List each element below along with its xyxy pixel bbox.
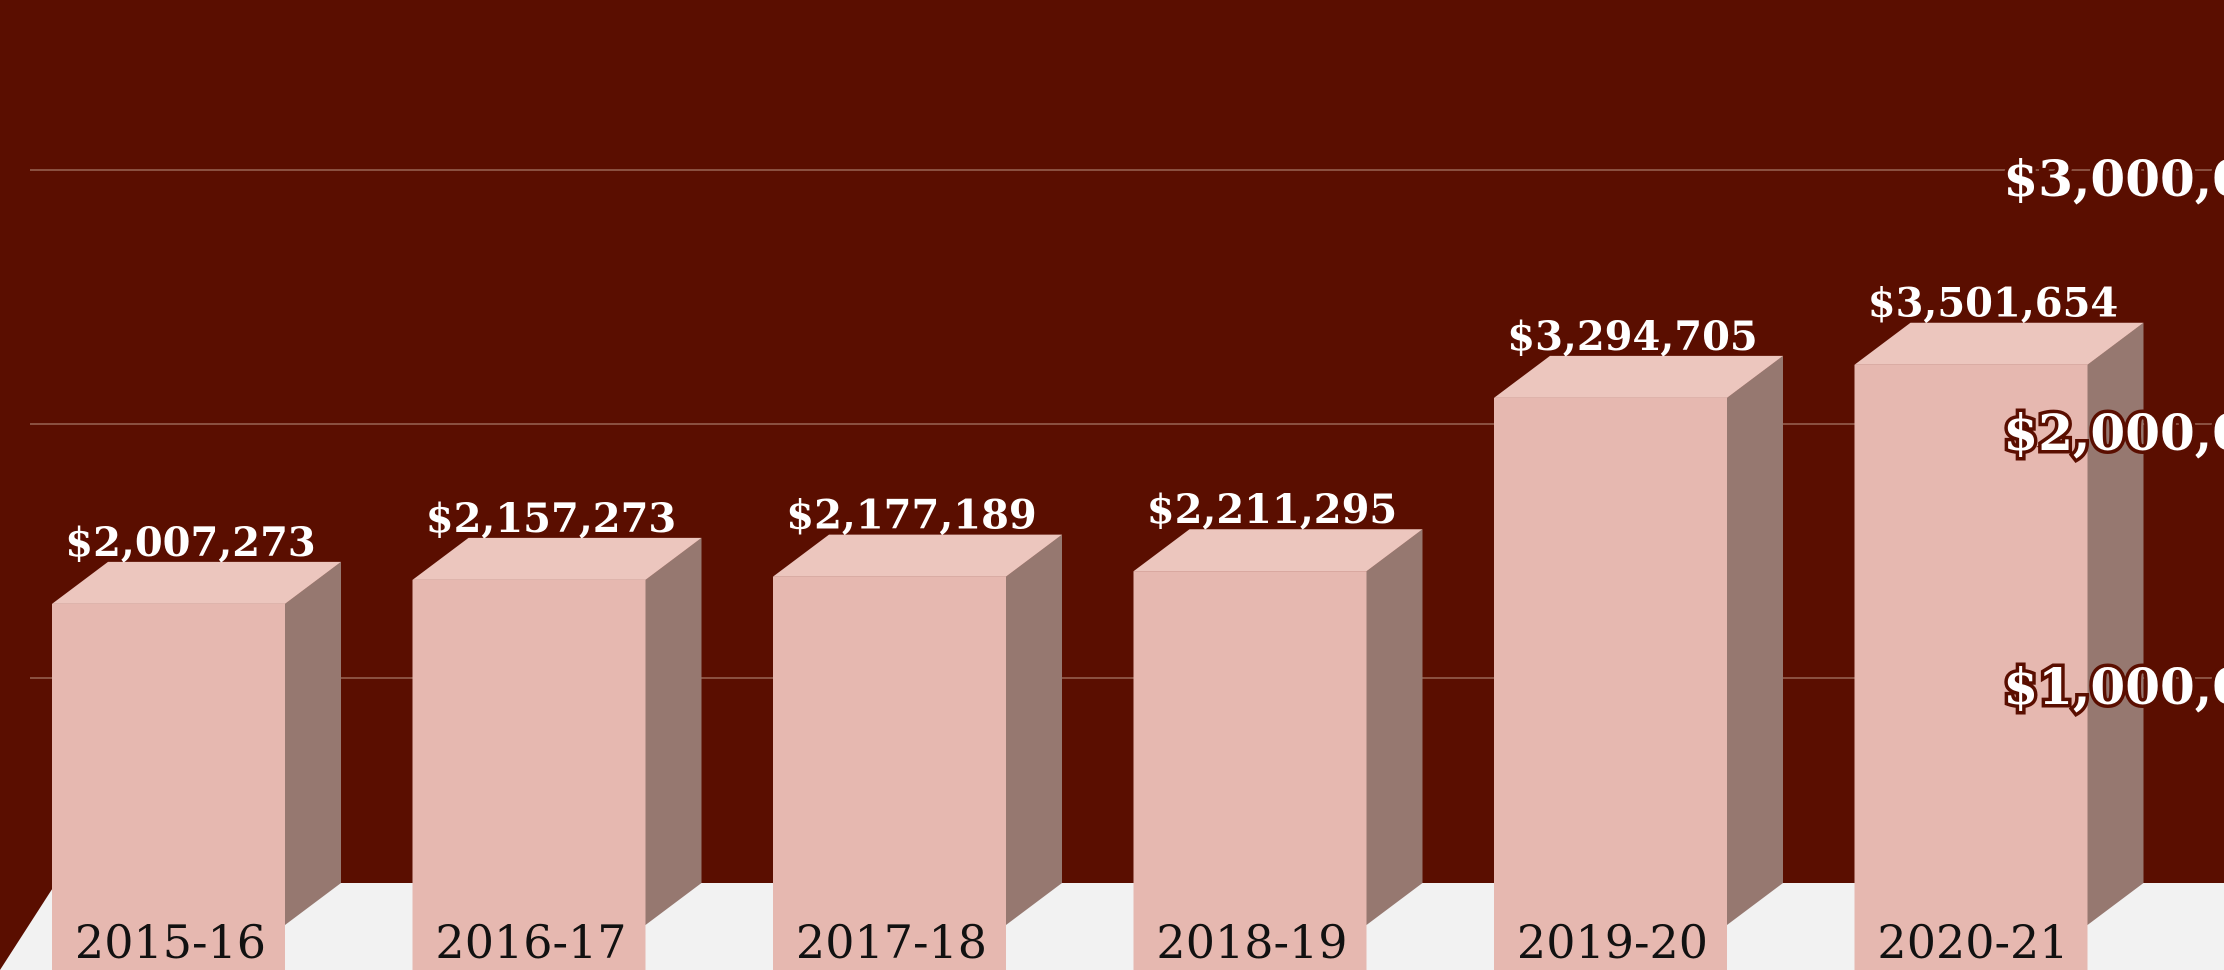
data-label-1: $2,157,273 [426, 495, 677, 542]
bar-top-1 [412, 537, 702, 580]
x-tick-1: 2016-17 [435, 915, 626, 969]
data-label-2: $2,177,189 [786, 492, 1037, 539]
bar-top-2 [773, 534, 1062, 577]
bar-1 [412, 579, 646, 970]
bar-side-0 [285, 561, 341, 925]
bar-side-1 [645, 537, 702, 925]
bar-side-2 [1006, 534, 1062, 925]
bar-side-3 [1366, 529, 1423, 925]
y-tick-0: $1,000,000 [2003, 657, 2224, 716]
bar-top-3 [1133, 529, 1423, 572]
bar-side-5 [2087, 322, 2144, 925]
x-tick-3: 2018-19 [1156, 915, 1347, 969]
data-label-4: $3,294,705 [1507, 313, 1758, 360]
bar-top-5 [1854, 322, 2144, 365]
bar-top-4 [1494, 355, 1783, 398]
y-tick-1: $2,000,000 [2003, 403, 2224, 462]
data-label-3: $2,211,295 [1147, 486, 1398, 533]
bar-0 [52, 603, 285, 970]
bar-4 [1494, 397, 1727, 970]
bar-5 [1854, 364, 2088, 970]
bar-side-4 [1727, 355, 1783, 926]
x-tick-5: 2020-21 [1877, 915, 2068, 969]
data-labels: $2,007,273 $2,157,273 $2,177,189 $2,211,295… [65, 280, 2118, 566]
bars [52, 322, 2144, 970]
bar-3 [1133, 571, 1367, 970]
bar-2 [773, 576, 1006, 970]
x-axis-labels: 2015-16 2016-17 2017-18 2018-19 2019-20 2020-… [75, 915, 2069, 969]
data-label-5: $3,501,654 [1868, 280, 2119, 327]
x-tick-4: 2019-20 [1517, 915, 1708, 969]
bar-top-0 [52, 561, 341, 604]
y-axis-labels: $1,000,000 $2,000,000 $3,000,000 [2000, 146, 2224, 720]
x-tick-2: 2017-18 [796, 915, 987, 969]
x-tick-0: 2015-16 [75, 915, 266, 969]
y-tick-2: $3,000,000 [2003, 149, 2224, 208]
data-label-0: $2,007,273 [65, 519, 316, 566]
